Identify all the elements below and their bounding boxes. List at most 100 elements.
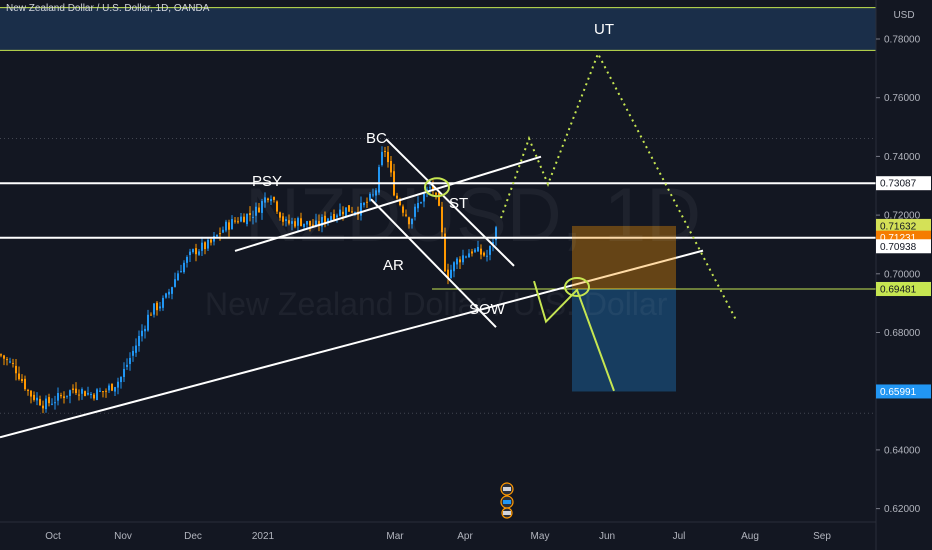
price-tag-6: 0.69481 [880,285,917,296]
position-loss-zone [572,289,676,392]
candle-body-74 [222,229,224,233]
candle-body-141 [423,193,425,202]
candle-body-12 [36,397,38,401]
price-tick-0.64000: 0.64000 [884,445,921,456]
candle-body-164 [492,242,494,245]
candle-body-122 [366,201,368,203]
candle-body-90 [270,198,272,202]
candle-body-42 [126,364,128,367]
candle-body-8 [24,378,26,390]
candle-body-65 [195,248,197,255]
candle-body-21 [63,396,65,399]
candle-body-38 [114,387,116,392]
candle-body-86 [258,207,260,213]
candle-body-83 [249,213,251,215]
time-axis[interactable]: Oct Nov Dec 2021 Mar Apr May Jun Jul Aug Sep [0,521,876,542]
candle-body-162 [486,255,488,257]
candle-body-25 [75,388,77,394]
candle-body-60 [180,271,182,273]
candle-body-72 [216,234,218,237]
candle-body-53 [159,306,161,309]
candle-body-4 [12,362,14,364]
price-tick-0.70000: 0.70000 [884,269,921,280]
candle-body-19 [57,393,59,401]
price-axis-background [876,0,932,550]
rising-trendline [234,155,542,252]
candle-body-62 [186,256,188,263]
candle-body-102 [306,221,308,225]
candle-body-160 [480,248,482,255]
candle-body-50 [150,314,152,316]
candle-body-58 [174,279,176,287]
candle-body-143 [429,187,431,189]
forecast-dotted-path [500,51,737,321]
candle-body-113 [339,209,341,216]
candle-body-29 [87,392,89,395]
candle-body-152 [456,258,458,265]
candle-body-76 [228,222,230,230]
candle-body-56 [168,291,170,295]
price-tag-bg-7 [876,384,931,399]
candle-body-103 [309,220,311,226]
candle-body-105 [315,220,317,226]
candle-body-64 [192,249,194,253]
candle-body-120 [360,202,362,216]
price-tag-bg-0 [876,176,931,191]
candle-body-129 [387,151,389,163]
candle-body-7 [21,378,23,381]
candle-body-13 [39,398,41,406]
candle-body-132 [396,195,398,199]
candle-body-37 [111,383,113,391]
candle-body-163 [489,245,491,255]
annotation-ut: UT [594,21,614,38]
candle-body-153 [459,259,461,263]
candle-body-87 [261,201,263,213]
candle-body-49 [147,314,149,331]
candle-body-94 [282,216,284,222]
candle-body-79 [237,221,239,223]
candle-body-47 [141,330,143,337]
candle-body-32 [96,389,98,401]
candle-body-107 [321,217,323,227]
time-tick-may: May [531,531,550,542]
candle-body-145 [435,192,437,195]
candle-body-51 [153,303,155,315]
candle-body-43 [129,357,131,364]
candle-body-59 [177,273,179,281]
price-axis[interactable]: USD 0.78000 0.76000 0.74000 0.72000 0.70000 0.… [875,0,932,550]
candle-body-66 [198,251,200,255]
candle-body-61 [183,262,185,273]
candle-body-123 [369,193,371,201]
candle-body-73 [219,233,221,235]
candle-body-148 [444,233,446,272]
candle-body-10 [30,390,32,397]
candle-body-108 [324,215,326,223]
top-zone-band [0,7,876,51]
candle-body-28 [84,391,86,397]
candle-body-77 [231,219,233,230]
candle-body-40 [120,376,122,383]
drawings [0,51,876,439]
candle-body-81 [243,216,245,223]
candle-body-126 [378,167,380,193]
tradingview-badge-icon[interactable] [494,481,520,519]
sow-circle [564,277,590,298]
candle-body-127 [381,151,383,165]
candle-body-1 [3,355,5,359]
candle-body-36 [108,385,110,391]
symbol-title[interactable]: New Zealand Dollar / U.S. Dollar, 1D, OA… [6,3,210,14]
candle-body-115 [345,207,347,217]
candle-body-15 [45,398,47,410]
price-tag-3: 0.71231 [880,233,917,244]
candle-body-159 [477,246,479,252]
candle-body-116 [348,205,350,212]
candle-body-30 [90,394,92,396]
time-tick-aug: Aug [741,531,759,542]
candle-body-71 [213,235,215,242]
candle-body-137 [411,218,413,225]
price-tick-0.74000: 0.74000 [884,152,921,163]
time-tick-nov: Nov [114,531,132,542]
candle-body-84 [252,216,254,218]
